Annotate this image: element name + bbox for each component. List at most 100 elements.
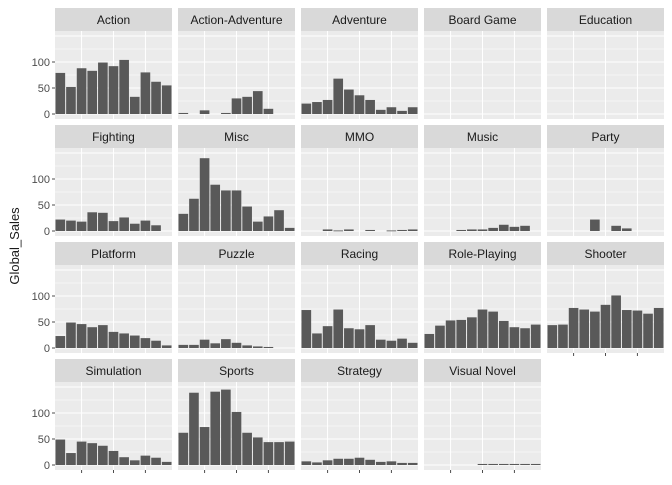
bar (87, 212, 98, 231)
facet-label: Puzzle (218, 247, 254, 261)
bar (76, 221, 87, 231)
bar (520, 463, 530, 465)
bar (178, 112, 189, 114)
y-tick-label: 0 (44, 343, 50, 355)
bar (301, 461, 312, 465)
bar (274, 210, 284, 231)
facet-strip (178, 125, 295, 148)
bar (568, 307, 579, 348)
facet-label: Racing (341, 247, 378, 261)
bar (231, 342, 242, 348)
bar (263, 108, 274, 114)
bar (354, 95, 365, 114)
bar (242, 206, 252, 231)
bar (590, 311, 600, 348)
y-tick-label: 100 (32, 408, 50, 420)
bar (611, 225, 621, 231)
y-tick-label: 50 (38, 317, 50, 329)
bar (66, 322, 76, 348)
bar (301, 310, 312, 348)
bar (397, 462, 407, 465)
bar (242, 345, 252, 348)
bar (520, 225, 530, 231)
bar (407, 462, 418, 465)
facet-label: MMO (345, 130, 374, 144)
facet-strip (55, 242, 172, 265)
bar (498, 224, 509, 231)
bar (344, 229, 354, 231)
bar (547, 325, 558, 348)
bar (488, 311, 498, 348)
facet-panel: Simulation 0 50 100 (32, 359, 172, 473)
facet-label: Role-Playing (448, 247, 516, 261)
bar (322, 460, 333, 465)
bar (621, 228, 632, 231)
bar (456, 319, 467, 348)
bar (322, 326, 333, 348)
facet-strip (301, 242, 418, 265)
bar (119, 59, 129, 114)
bar (87, 327, 98, 348)
bar (365, 229, 375, 231)
bar (161, 345, 172, 348)
facet-strip (178, 8, 295, 31)
bar (322, 229, 333, 231)
bar (108, 66, 119, 114)
bar (151, 457, 161, 465)
bar (407, 229, 418, 231)
bar (312, 462, 322, 465)
bar (66, 86, 76, 114)
bar (252, 91, 263, 114)
bar (333, 309, 344, 348)
bar (312, 333, 322, 348)
facet-label: Shooter (584, 247, 626, 261)
facet-label: Platform (91, 247, 136, 261)
bar (199, 110, 210, 114)
bar (467, 317, 477, 348)
bar (333, 458, 344, 465)
bar (129, 96, 140, 114)
bar (108, 331, 119, 348)
bar (210, 184, 221, 231)
bar (301, 103, 312, 114)
facet-strip (547, 125, 664, 148)
bar (284, 227, 295, 231)
bar (129, 335, 140, 348)
facet-panel: Fighting 0 50 100 (32, 125, 172, 238)
bar (407, 342, 418, 348)
bar (397, 110, 407, 114)
bar (397, 338, 407, 348)
facet-strip (301, 8, 418, 31)
bar (344, 328, 354, 348)
bar (178, 344, 189, 348)
bar (98, 62, 108, 114)
bar (579, 309, 590, 348)
facet-strip (55, 125, 172, 148)
bar (263, 346, 274, 348)
y-tick-label: 50 (38, 434, 50, 446)
bar (151, 81, 161, 114)
bar (632, 310, 643, 348)
facet-strip (547, 8, 664, 31)
bar (178, 213, 189, 231)
bar (98, 445, 108, 465)
facet-strip (547, 242, 664, 265)
bar (119, 333, 129, 348)
bar (488, 463, 498, 465)
facet-strip (424, 125, 541, 148)
bar (386, 230, 397, 232)
bar (221, 339, 231, 348)
bar (354, 457, 365, 465)
bar (55, 72, 66, 114)
y-tick-label: 100 (32, 291, 50, 303)
bar (66, 453, 76, 465)
facet-strip (424, 242, 541, 265)
bar (140, 220, 151, 231)
bar (161, 461, 172, 465)
facet-label: Strategy (337, 364, 382, 378)
bar (199, 339, 210, 348)
facet-label: Action-Adventure (190, 13, 282, 27)
y-tick-label: 0 (44, 226, 50, 238)
bar (530, 463, 541, 465)
facet-label: Music (467, 130, 498, 144)
